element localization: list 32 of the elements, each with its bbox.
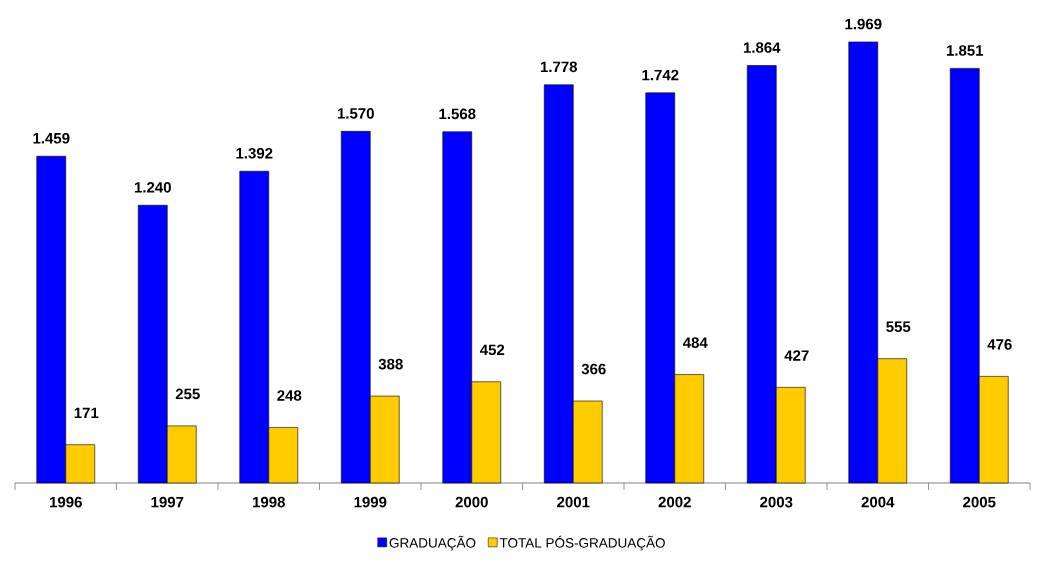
data-label: 452	[479, 344, 505, 356]
data-label: 1.459	[33, 132, 70, 144]
x-tick-label: 2001	[557, 496, 590, 508]
data-label: 1.570	[337, 108, 374, 119]
x-tick-label: 1999	[354, 496, 387, 508]
data-label: 255	[175, 388, 200, 400]
data-label: 476	[987, 339, 1012, 350]
data-label: 555	[886, 321, 911, 333]
data-label: 1.778	[540, 61, 578, 73]
data-label: 248	[277, 390, 302, 401]
data-label: 427	[784, 350, 809, 361]
data-label: 1.392	[236, 147, 273, 159]
data-label: 1.864	[743, 42, 781, 53]
data-label: 1.568	[439, 108, 476, 120]
x-tick-label: 1996	[50, 496, 82, 508]
x-tick-label: 2005	[963, 496, 996, 508]
data-label: 388	[378, 358, 403, 370]
data-label: 1.742	[642, 69, 679, 81]
x-tick-label: 2004	[861, 496, 895, 508]
data-label: 1.240	[134, 182, 171, 193]
data-label: 366	[581, 363, 606, 375]
x-tick-label: 2002	[658, 496, 691, 508]
data-label: 1.851	[946, 45, 984, 56]
data-label: 1.969	[845, 18, 882, 30]
data-label: 171	[74, 407, 99, 419]
x-tick-label: 2000	[455, 496, 488, 508]
data-label: 484	[682, 337, 708, 348]
legend-label: GRADUAÇÃO	[389, 535, 476, 551]
x-tick-label: 1997	[151, 496, 184, 508]
x-tick-label: 1998	[253, 496, 285, 508]
legend-label: TOTAL PÓS-GRADUAÇÃO	[499, 535, 665, 551]
x-tick-label: 2003	[760, 496, 793, 508]
